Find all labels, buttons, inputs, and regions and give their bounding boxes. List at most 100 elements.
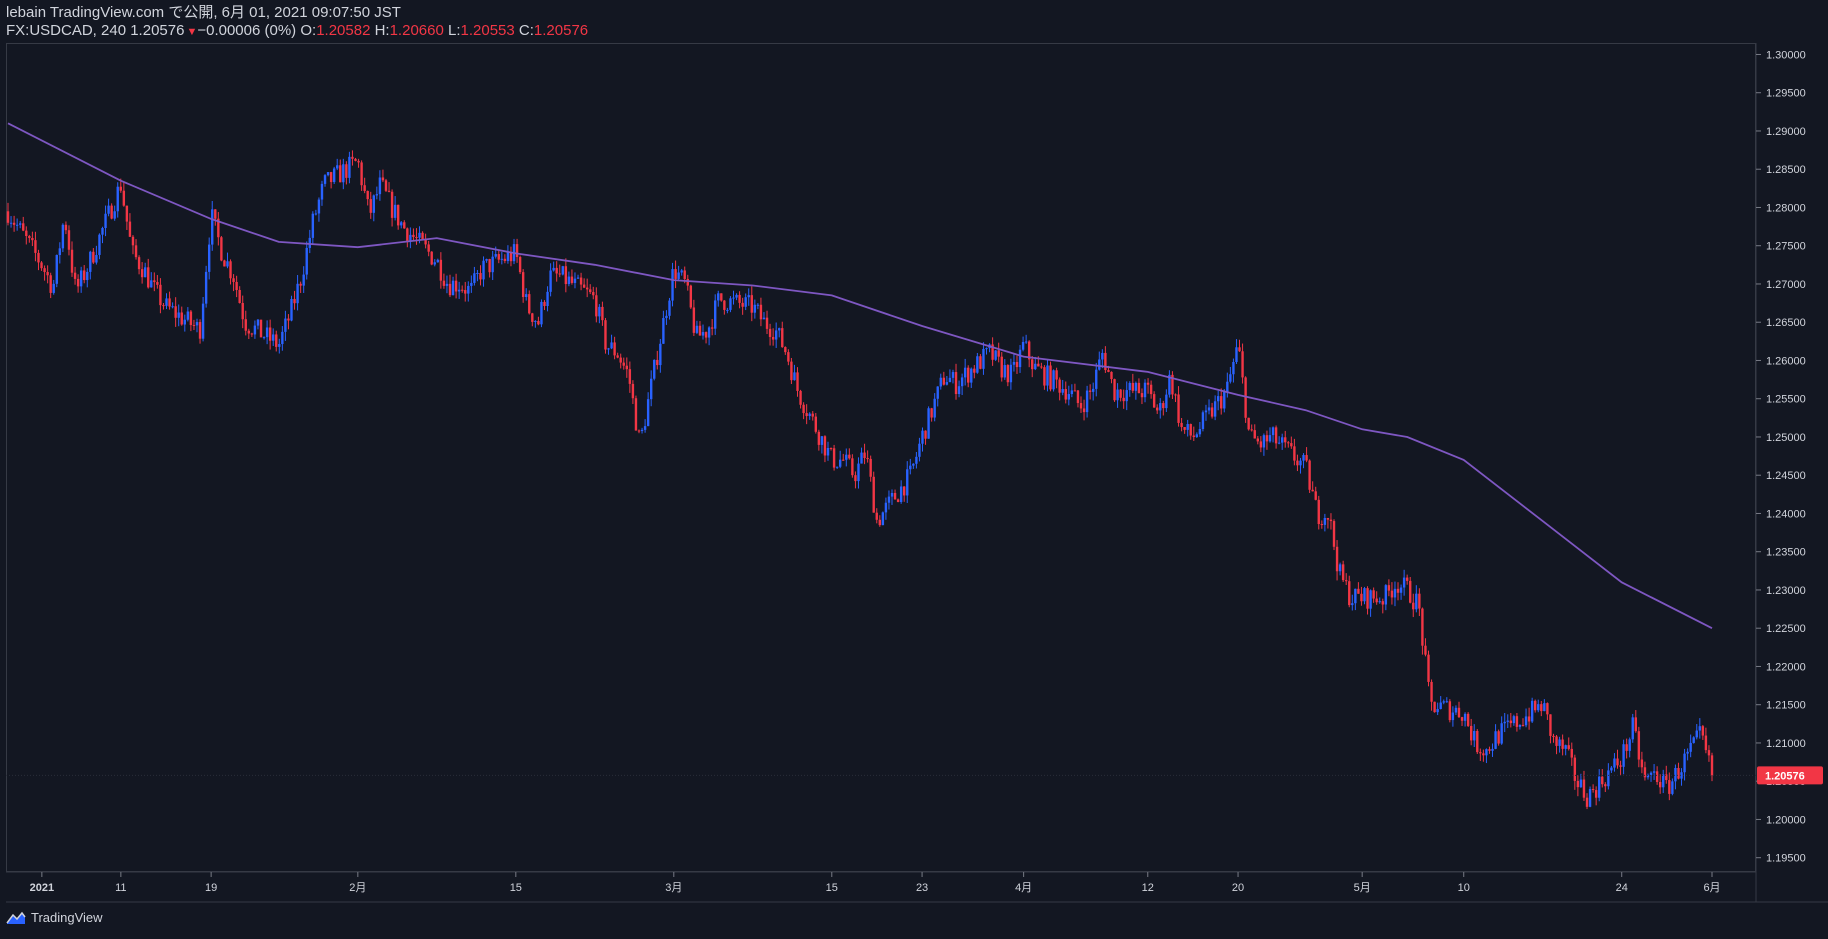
candle-body: [421, 232, 424, 240]
candle-body: [1216, 396, 1220, 402]
candle-body: [1570, 748, 1573, 758]
candle-body: [1143, 382, 1147, 398]
candle-body: [1366, 588, 1369, 609]
candle-body: [189, 311, 193, 326]
candle-body: [287, 318, 290, 321]
candle-body: [948, 377, 952, 383]
candle-body: [494, 254, 497, 257]
candle-body: [150, 280, 153, 288]
y-tick-label: 1.25500: [1766, 394, 1806, 406]
candle-body: [1399, 587, 1403, 593]
candle-body: [15, 224, 19, 226]
candle-body: [1680, 772, 1683, 779]
candle-body: [729, 298, 732, 310]
candle-body: [515, 244, 519, 258]
candle-body: [506, 252, 510, 261]
candle-body: [1701, 726, 1705, 736]
candle-body: [375, 194, 379, 196]
candle-body: [1497, 731, 1500, 744]
candle-body: [592, 292, 595, 296]
candle-body: [125, 205, 129, 222]
candle-body: [756, 304, 760, 306]
candle-body: [1634, 717, 1637, 732]
candle-body: [439, 259, 443, 281]
candle-body: [601, 306, 604, 321]
candle-body: [1156, 407, 1159, 411]
candle-body: [162, 305, 165, 307]
candle-body: [817, 431, 821, 445]
y-tick-label: 1.30000: [1766, 49, 1806, 61]
candle-body: [79, 270, 83, 287]
candle-body: [1628, 739, 1631, 751]
candle-body: [220, 237, 223, 261]
candle-body: [1168, 374, 1171, 395]
down-arrow-icon: ▼: [186, 26, 198, 38]
candle-body: [1521, 724, 1525, 726]
candle-body: [994, 350, 997, 360]
candle-body: [1308, 460, 1311, 490]
candle-body: [1113, 379, 1116, 401]
candle-body: [744, 297, 747, 307]
candle-body: [714, 300, 717, 329]
candle-body: [735, 294, 738, 298]
moving-average-line: [7, 122, 1713, 630]
close-label: C:: [518, 22, 534, 39]
candle-body: [131, 236, 135, 246]
candle-body: [1180, 422, 1183, 428]
candle-body: [12, 222, 16, 225]
candle-body: [604, 320, 607, 350]
candle-body: [765, 317, 769, 329]
candle-body: [1244, 377, 1247, 418]
candle-body: [525, 294, 528, 297]
candle-body: [799, 390, 802, 405]
candle-body: [979, 356, 982, 369]
candle-body: [387, 190, 391, 192]
candle-body: [6, 211, 10, 223]
candle-body: [875, 512, 878, 520]
candle-body: [1031, 359, 1034, 370]
candle-body: [1567, 745, 1570, 749]
candle-body: [1189, 424, 1192, 436]
candle-body: [406, 228, 409, 242]
candle-body: [869, 458, 872, 477]
y-tick-label: 1.20000: [1766, 814, 1806, 826]
candle-body: [1384, 585, 1388, 605]
candle-body: [649, 378, 653, 400]
candle-body: [22, 223, 25, 231]
candle-body: [1476, 730, 1479, 753]
candle-body: [957, 386, 961, 395]
candle-body: [631, 383, 635, 399]
candle-body: [55, 255, 58, 284]
candle-body: [76, 278, 80, 287]
candle-body: [314, 213, 318, 215]
y-tick-label: 1.26500: [1766, 317, 1806, 329]
candle-body: [598, 306, 601, 317]
candle-body: [814, 416, 817, 432]
candle-body: [723, 300, 726, 310]
y-tick-label: 1.22000: [1766, 661, 1806, 673]
candle-body: [473, 273, 476, 283]
candle-body: [1277, 442, 1281, 444]
candle-body: [1500, 723, 1503, 744]
candle-body: [400, 222, 403, 226]
candle-body: [73, 272, 77, 279]
candle-body: [1226, 381, 1229, 392]
candle-body: [49, 275, 52, 293]
y-tick-label: 1.19500: [1766, 853, 1806, 865]
candle-body: [1046, 365, 1049, 386]
y-tick-label: 1.22500: [1766, 623, 1806, 635]
candle-body: [281, 331, 284, 345]
candle-body: [1558, 739, 1561, 746]
candle-body: [543, 301, 546, 307]
candle-body: [1171, 374, 1174, 395]
candle-body: [1622, 744, 1625, 767]
candle-body: [1006, 365, 1010, 383]
y-tick-label: 1.21500: [1766, 700, 1806, 712]
candle-body: [1527, 716, 1531, 722]
candle-body: [1058, 379, 1061, 393]
candle-body: [232, 278, 235, 282]
x-tick-label: 2月: [349, 882, 366, 894]
candle-body: [1674, 767, 1677, 782]
candle-body: [217, 218, 220, 238]
